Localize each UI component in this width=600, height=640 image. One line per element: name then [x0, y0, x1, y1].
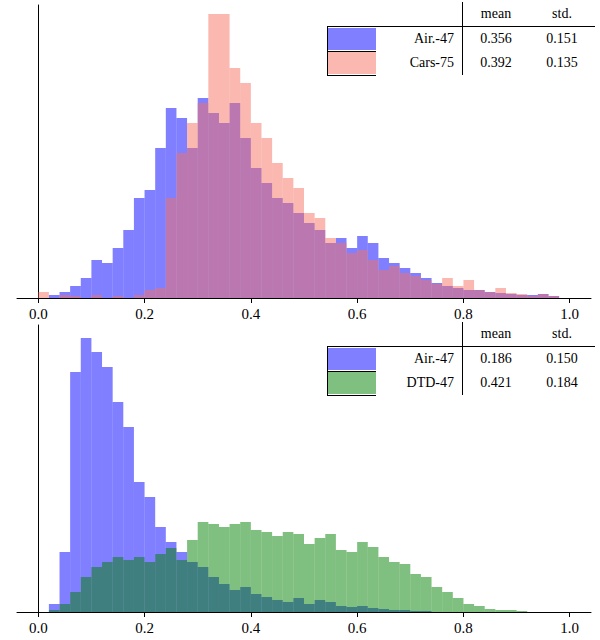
svg-text:0.2: 0.2: [135, 306, 154, 322]
html-text:Cars-75: Cars-75: [409, 55, 454, 70]
html-text:0.392: 0.392: [480, 55, 512, 70]
svg-text:0.2: 0.2: [135, 620, 154, 636]
svg-text:0.8: 0.8: [454, 306, 473, 322]
html-text:DTD-47: DTD-47: [406, 375, 454, 390]
svg-text:1.0: 1.0: [560, 306, 579, 322]
svg-text:1.0: 1.0: [560, 620, 579, 636]
html-text:0.186: 0.186: [480, 351, 512, 366]
html-text:Air.-47: Air.-47: [413, 351, 454, 366]
html-text:0.184: 0.184: [546, 375, 578, 390]
html-text:Air.-47: Air.-47: [413, 31, 454, 46]
html-text:0.151: 0.151: [546, 31, 578, 46]
html-text:std.: std.: [552, 6, 572, 21]
html-text:0.135: 0.135: [546, 55, 578, 70]
svg-text:0.0: 0.0: [29, 306, 48, 322]
html-text:0.150: 0.150: [546, 351, 578, 366]
svg-text:0.4: 0.4: [241, 306, 260, 322]
svg-text:0.6: 0.6: [348, 620, 367, 636]
svg-text:0.6: 0.6: [348, 306, 367, 322]
html-text:mean: mean: [480, 326, 512, 341]
html-text:std.: std.: [552, 326, 572, 341]
svg-text:0.4: 0.4: [241, 620, 260, 636]
svg-text:0.0: 0.0: [29, 620, 48, 636]
svg-text:0.8: 0.8: [454, 620, 473, 636]
html-text:0.356: 0.356: [480, 31, 512, 46]
html-text:mean: mean: [480, 6, 512, 21]
html-text:0.421: 0.421: [480, 375, 512, 390]
